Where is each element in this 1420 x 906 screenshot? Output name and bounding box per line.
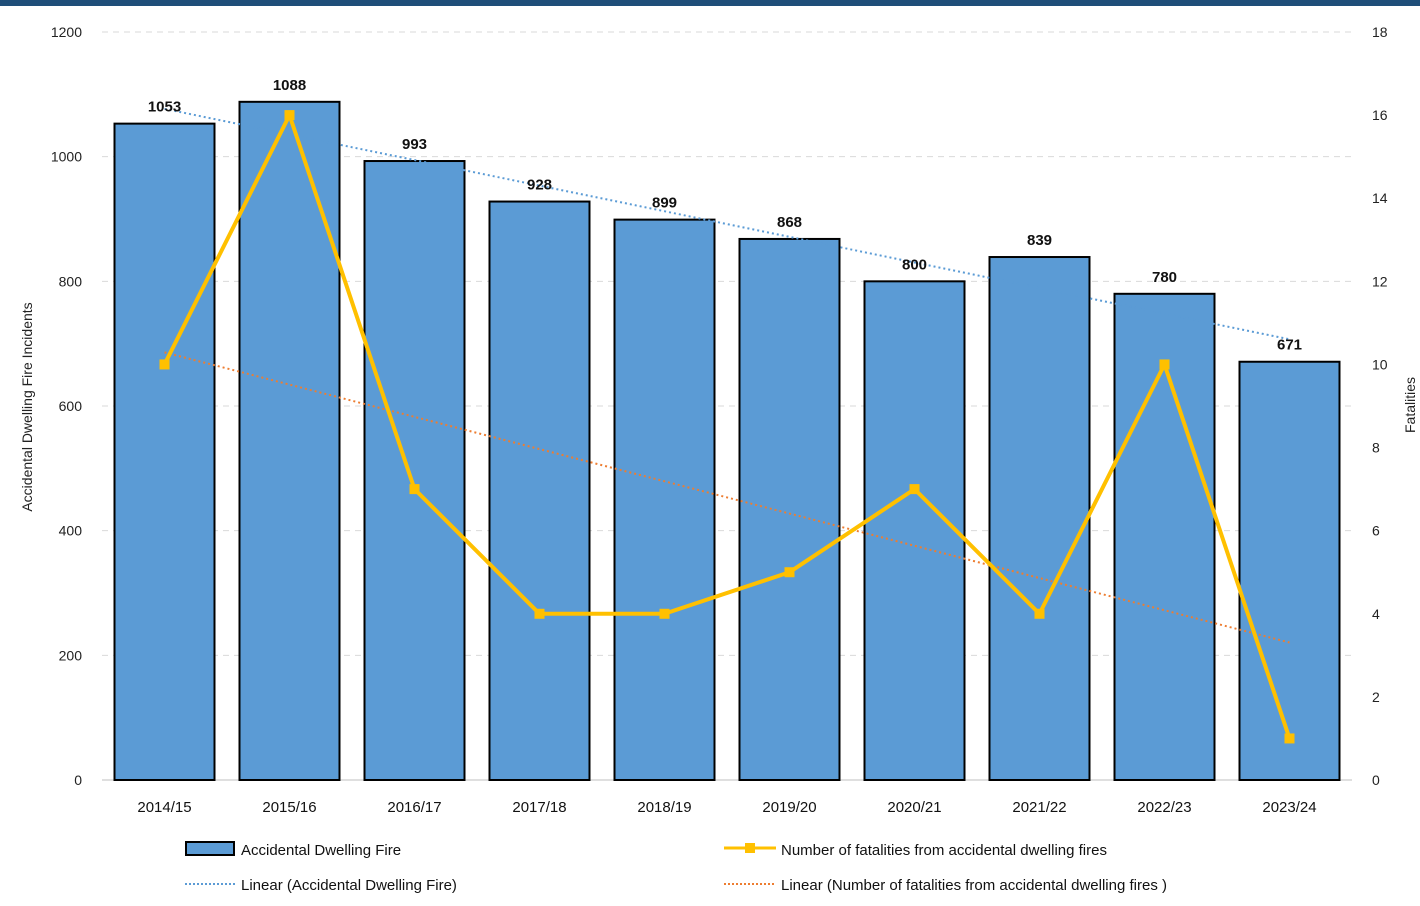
bar	[738, 237, 841, 782]
right-tick-label: 18	[1372, 24, 1388, 40]
fatalities-marker	[1284, 733, 1295, 744]
legend-item-trend-line: Linear (Number of fatalities from accide…	[724, 877, 1167, 894]
category-label: 2016/17	[387, 799, 441, 816]
right-axis-ticks: 0 2 4 6 8 10 12 14 16 18	[1372, 24, 1388, 788]
fatalities-marker	[159, 359, 170, 370]
legend-item-line: Number of fatalities from accidental dwe…	[724, 842, 1107, 859]
fatalities-line	[159, 110, 1295, 744]
left-tick-label: 400	[59, 523, 83, 539]
left-tick-label: 800	[59, 273, 83, 289]
trendline-incidents	[164, 107, 1290, 341]
right-tick-label: 8	[1372, 440, 1380, 456]
bar	[113, 122, 216, 781]
right-axis-title: Fatalities	[1402, 377, 1418, 433]
fatalities-marker	[284, 110, 295, 121]
left-tick-label: 1200	[51, 24, 82, 40]
legend-label-bars: Accidental Dwelling Fire	[241, 842, 401, 859]
bar-value-label: 928	[527, 177, 552, 194]
right-tick-label: 12	[1372, 273, 1388, 289]
bar	[1238, 360, 1341, 781]
bar	[363, 160, 466, 781]
right-tick-label: 14	[1372, 190, 1388, 206]
bar-value-label: 671	[1277, 337, 1302, 354]
fatalities-marker	[784, 567, 795, 578]
category-labels: 2014/15 2015/16 2016/17 2017/18 2018/19 2019/…	[137, 799, 1316, 816]
bar-value-label: 1053	[148, 99, 181, 116]
left-tick-label: 600	[59, 398, 83, 414]
bar	[988, 256, 1091, 782]
fatalities-marker	[534, 608, 545, 619]
category-label: 2018/19	[637, 799, 691, 816]
legend-label-line: Number of fatalities from accidental dwe…	[781, 842, 1107, 859]
bar	[613, 218, 716, 781]
legend-item-bars: Accidental Dwelling Fire	[185, 841, 401, 859]
trendline-fatalities	[164, 351, 1290, 644]
top-bar	[0, 0, 1420, 6]
right-tick-label: 16	[1372, 107, 1388, 123]
legend: Accidental Dwelling Fire Number of fatal…	[185, 841, 1167, 894]
right-tick-label: 6	[1372, 523, 1380, 539]
legend-swatch-line-marker	[745, 843, 755, 853]
category-label: 2017/18	[512, 799, 566, 816]
category-label: 2020/21	[887, 799, 941, 816]
category-label: 2014/15	[137, 799, 191, 816]
bar-value-label: 800	[902, 256, 927, 273]
fatalities-polyline	[162, 113, 1292, 740]
trendlines	[164, 107, 1290, 644]
legend-swatch-bars	[185, 841, 235, 856]
bar-value-label: 993	[402, 136, 427, 153]
bar-value-label: 1088	[273, 77, 306, 94]
category-label: 2019/20	[762, 799, 816, 816]
fatalities-marker	[659, 608, 670, 619]
legend-label-trend-bars: Linear (Accidental Dwelling Fire)	[241, 877, 457, 894]
category-label: 2023/24	[1262, 799, 1316, 816]
fatalities-marker	[1159, 359, 1170, 370]
legend-label-trend-line: Linear (Number of fatalities from accide…	[781, 877, 1167, 894]
right-tick-label: 0	[1372, 772, 1380, 788]
bar	[488, 200, 591, 781]
bar-value-label: 868	[777, 214, 802, 231]
bar-value-label: 780	[1152, 269, 1177, 286]
fatalities-marker	[409, 484, 420, 495]
fatalities-marker	[909, 484, 920, 495]
left-axis-title: Accidental Dwelling Fire Incidents	[19, 302, 35, 511]
left-axis-ticks: 0 200 400 600 800 1000 1200	[51, 24, 82, 788]
bar	[238, 100, 341, 781]
bar	[863, 280, 966, 781]
right-tick-label: 10	[1372, 356, 1388, 372]
category-label: 2015/16	[262, 799, 316, 816]
category-label: 2021/22	[1012, 799, 1066, 816]
category-label: 2022/23	[1137, 799, 1191, 816]
left-tick-label: 0	[74, 772, 82, 788]
bar-value-label: 899	[652, 195, 677, 212]
bar	[1113, 292, 1216, 781]
bar-value-label: 839	[1027, 232, 1052, 249]
legend-item-trend-bars: Linear (Accidental Dwelling Fire)	[185, 877, 457, 894]
right-tick-label: 4	[1372, 606, 1380, 622]
bars	[113, 100, 1341, 782]
fatalities-marker	[1034, 608, 1045, 619]
right-tick-label: 2	[1372, 689, 1380, 705]
left-tick-label: 1000	[51, 149, 82, 165]
left-tick-label: 200	[59, 647, 83, 663]
data-labels: 1053 1088 993 928 899 868 800 839 780 671	[148, 77, 1302, 354]
